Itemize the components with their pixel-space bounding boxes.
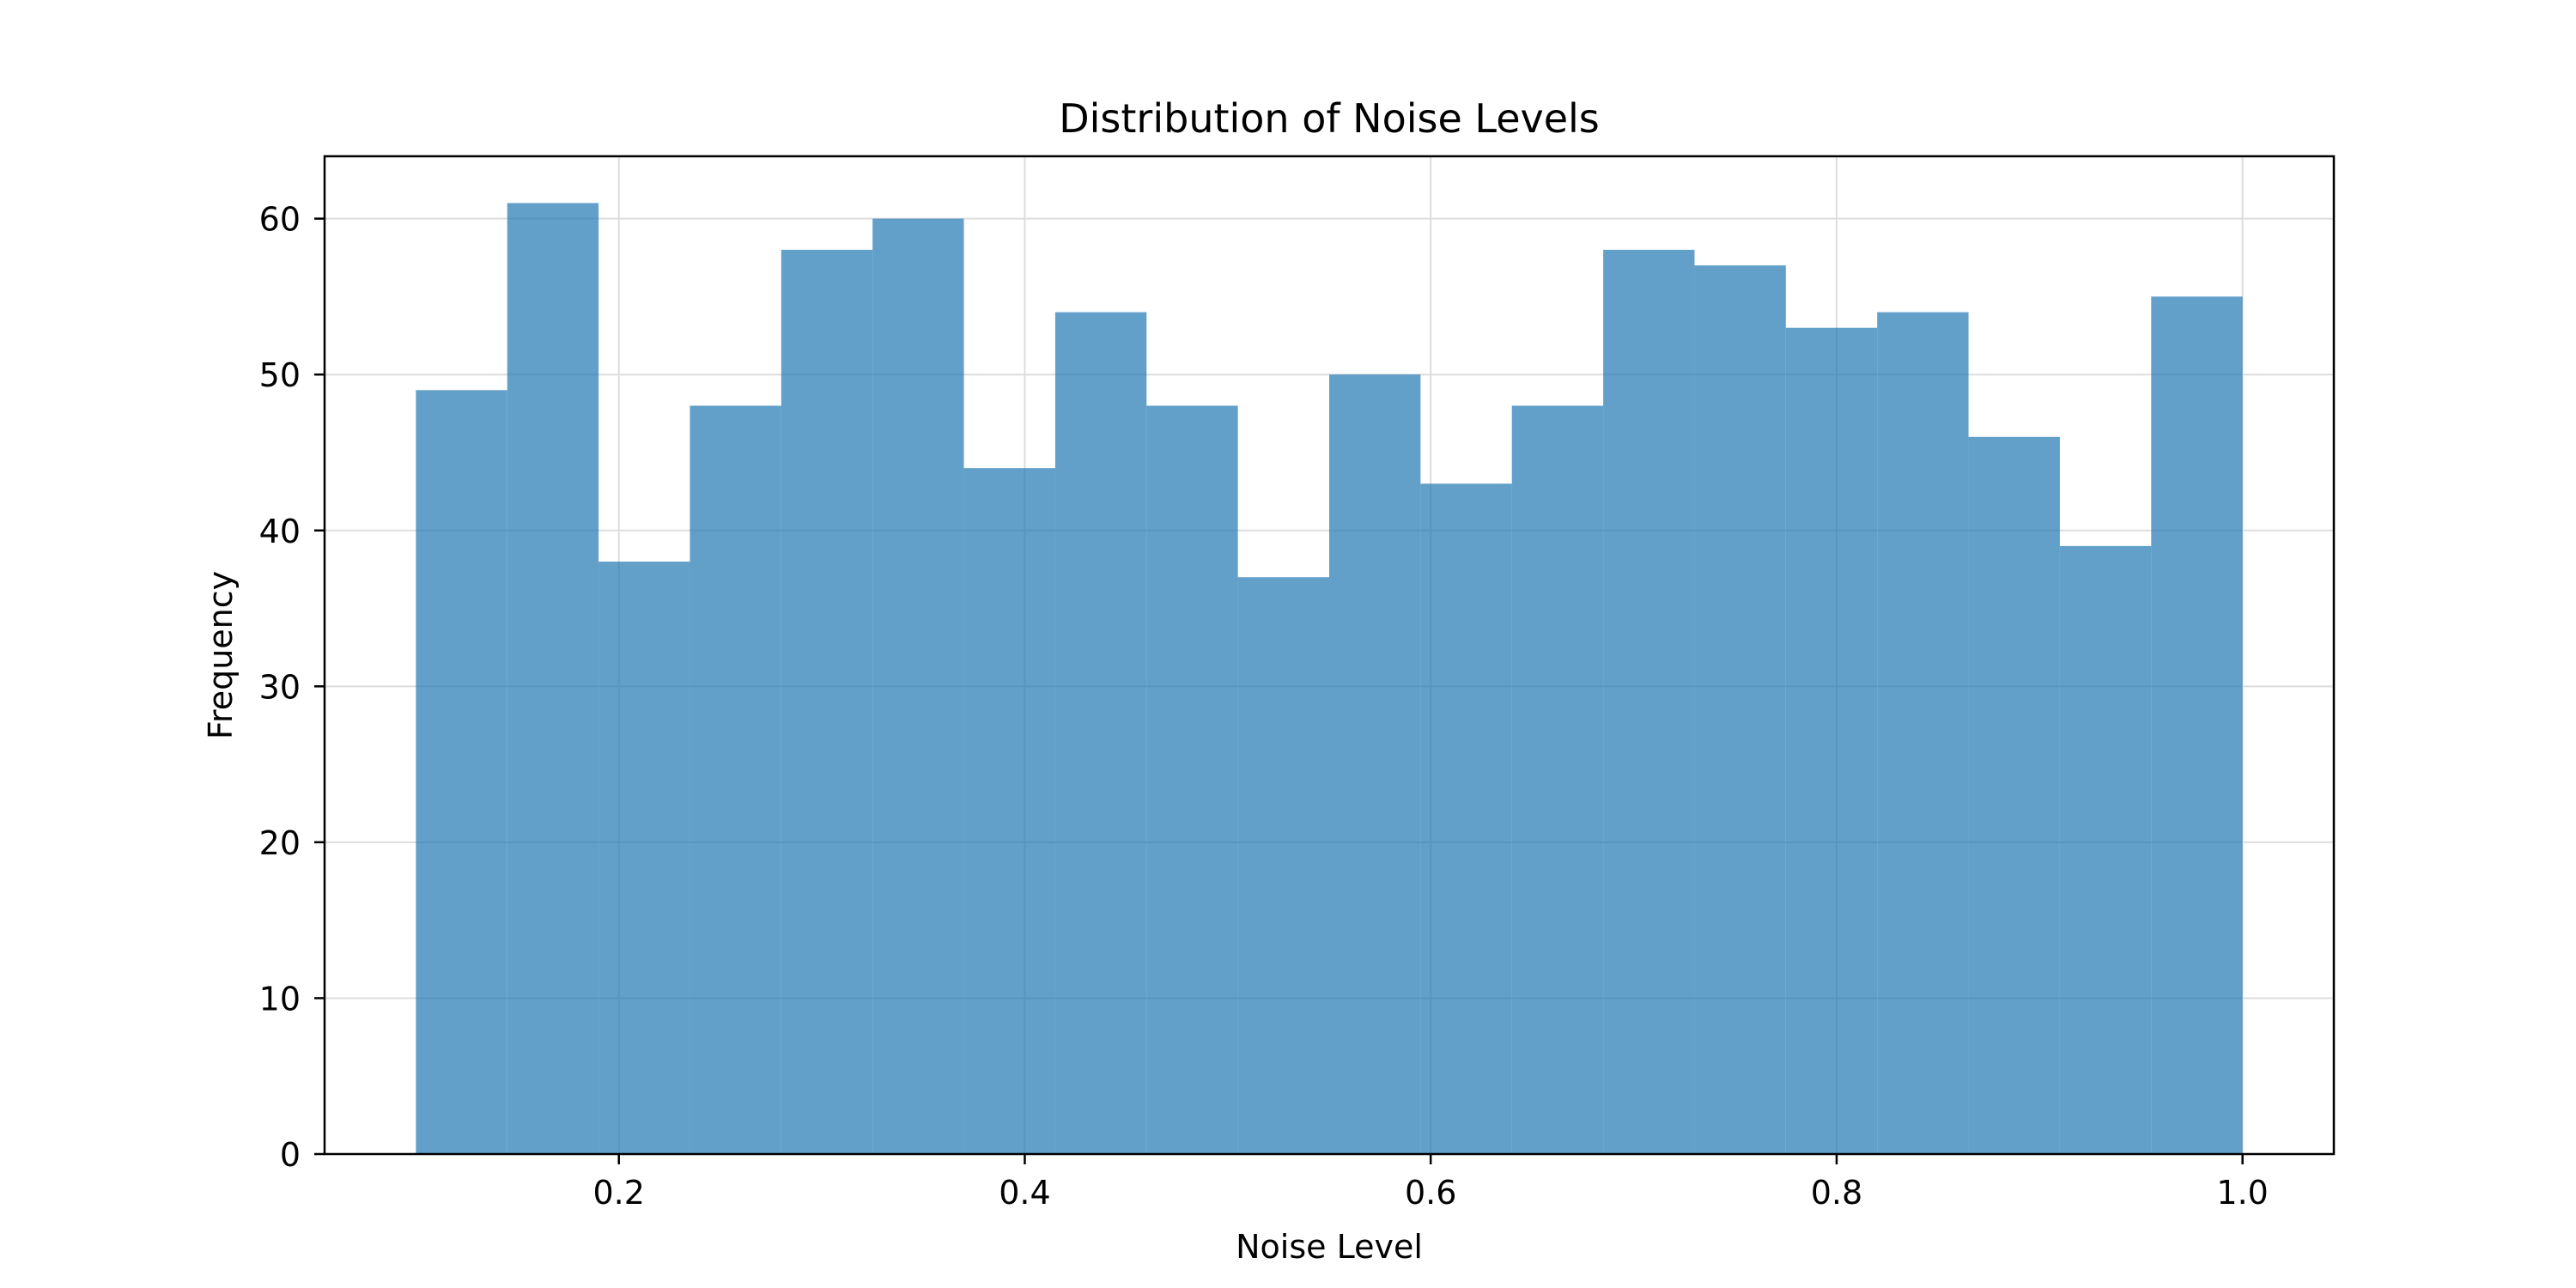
histogram-bar [1329,374,1421,1154]
x-tick-label: 0.6 [1405,1174,1456,1212]
y-tick-label: 60 [259,201,301,239]
chart-title: Distribution of Noise Levels [1059,95,1600,142]
histogram-bar [1603,249,1695,1154]
histogram-bar [690,405,781,1154]
y-tick-label: 0 [280,1136,301,1174]
y-tick-label: 50 [259,356,301,394]
x-axis-ticks: 0.2 0.4 0.6 0.8 1.0 [593,1154,2269,1212]
histogram-bar [1785,327,1878,1154]
x-tick-label: 1.0 [2216,1174,2268,1212]
y-axis-label: Frequency [202,571,240,739]
x-tick-label: 0.8 [1811,1174,1862,1212]
y-tick-label: 20 [259,824,301,862]
histogram-bar [1511,405,1604,1154]
histogram-bar [1054,312,1147,1154]
histogram-bar [416,390,507,1154]
histogram-bar [781,249,873,1154]
x-tick-label: 0.4 [999,1174,1050,1212]
y-tick-label: 40 [259,513,301,550]
histogram-bar [2059,545,2152,1154]
histogram-bar [1694,265,1786,1154]
histogram-bar [1420,483,1512,1154]
histogram-bar [872,218,964,1154]
histogram-bar [1237,577,1329,1154]
x-axis-label: Noise Level [1236,1228,1423,1266]
histogram-bar [2151,296,2243,1154]
y-tick-label: 10 [259,980,301,1018]
histogram-bar [598,562,690,1154]
histogram-bars [416,203,2243,1154]
x-tick-label: 0.2 [593,1174,645,1212]
histogram-bar [963,468,1055,1154]
histogram-bar [507,203,599,1154]
histogram-bar [1877,312,1969,1154]
plot-frame [323,155,2336,1156]
histogram-bar [1146,405,1238,1154]
histogram-bar [1968,436,2060,1154]
y-axis-ticks: 0 10 20 30 40 50 60 [259,201,325,1174]
y-tick-label: 30 [259,668,301,706]
